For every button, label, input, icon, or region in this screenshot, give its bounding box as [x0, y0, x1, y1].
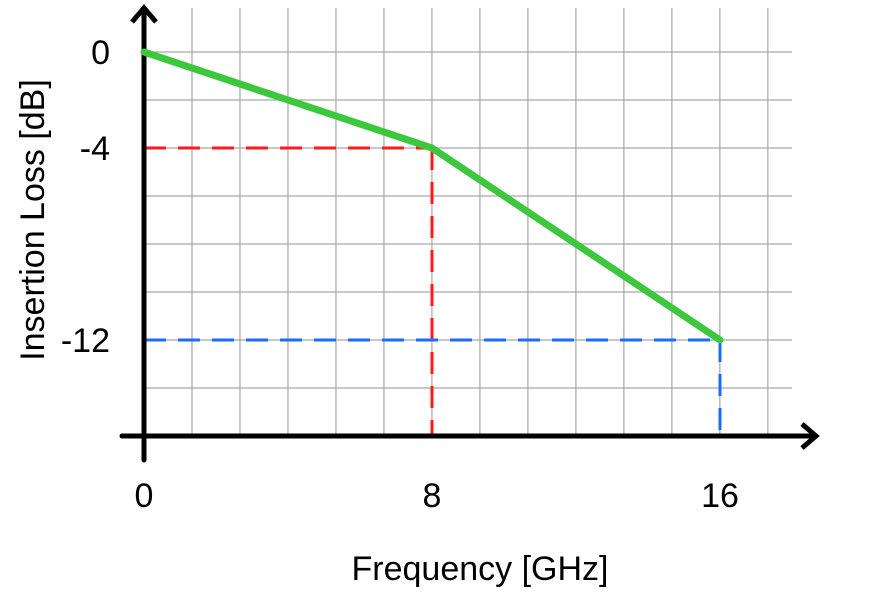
- y-axis-title: Insertion Loss [dB]: [14, 79, 52, 361]
- grid: [144, 8, 792, 437]
- x-tick-label: 8: [423, 477, 442, 515]
- series-line-1: [140, 48, 724, 344]
- tick-labels: 0 8 16 0 -4 -12: [61, 34, 739, 515]
- y-tick-label: -12: [61, 322, 110, 360]
- x-tick-label: 0: [135, 477, 154, 515]
- x-axis-arrowhead: [800, 422, 820, 450]
- y-tick-label: 0: [91, 34, 110, 72]
- series-layer: [140, 48, 724, 344]
- guide-lines: [144, 146, 722, 436]
- x-tick-label: 16: [701, 477, 739, 515]
- y-axis-arrowhead: [130, 4, 158, 24]
- x-axis-title: Frequency [GHz]: [352, 550, 609, 588]
- y-tick-label: -4: [80, 130, 110, 168]
- axes: [119, 4, 820, 463]
